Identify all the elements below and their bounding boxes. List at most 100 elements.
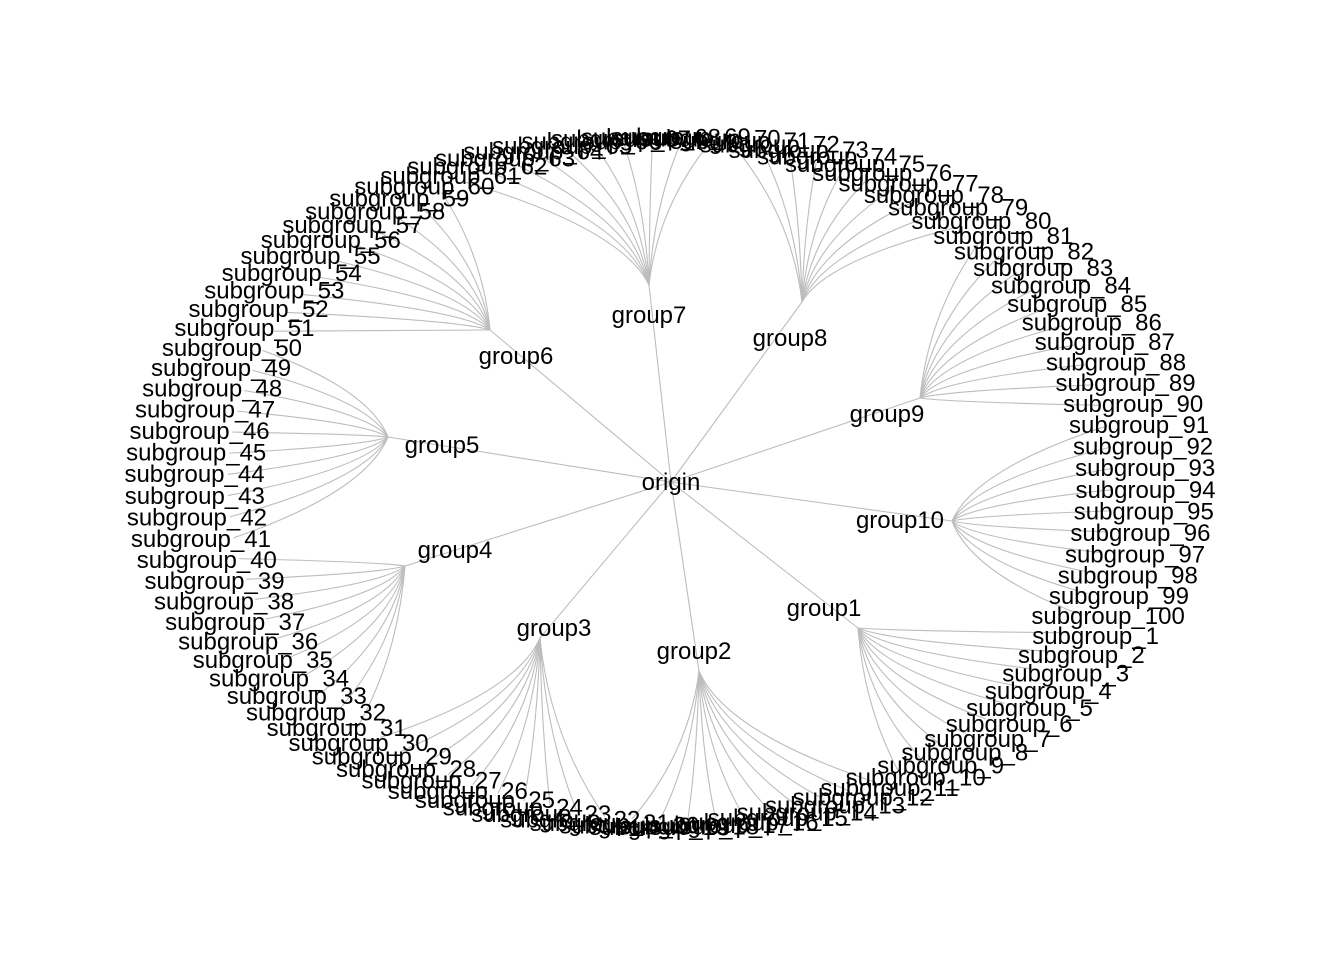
group-to-leaf-edge — [857, 627, 1005, 704]
group-to-leaf-edge — [789, 156, 803, 303]
group-to-leaf-edge — [687, 670, 700, 820]
group-to-leaf-edge — [340, 565, 406, 709]
root-to-group-edge — [404, 481, 672, 567]
edge-layer — [227, 143, 1113, 821]
leaf-node-label: subgroup_66 — [521, 129, 661, 156]
leaf-node-label: subgroup_62 — [407, 154, 547, 181]
leaf-node-label: subgroup_67 — [551, 126, 691, 153]
group-node-label: group6 — [479, 343, 554, 370]
leaf-node-label: subgroup_89 — [1055, 370, 1195, 397]
leaf-node-label: subgroup_63 — [435, 145, 575, 172]
leaf-node-label: subgroup_51 — [174, 315, 314, 342]
leaf-node-label: subgroup_68 — [581, 124, 721, 151]
group-to-leaf-edge — [698, 670, 850, 792]
group-to-leaf-edge — [274, 329, 491, 332]
leaf-node-label: subgroup_30 — [289, 730, 429, 757]
leaf-node-label: subgroup_11 — [820, 775, 958, 802]
leaf-node-label: subgroup_40 — [137, 547, 277, 574]
group-to-leaf-edge — [497, 637, 541, 794]
group-to-leaf-edge — [698, 670, 717, 819]
group-node-label: group10 — [856, 507, 944, 534]
group-to-leaf-edge — [237, 410, 389, 438]
leaf-node-label: subgroup_31 — [267, 715, 407, 742]
leaf-node-label: subgroup_90 — [1063, 391, 1203, 418]
leaf-node-label: subgroup_73 — [729, 137, 869, 164]
group-to-leaf-edge — [801, 179, 868, 303]
label-layer: subgroup_1subgroup_2subgroup_3subgroup_4… — [124, 124, 1215, 841]
group-to-leaf-edge — [857, 627, 966, 735]
leaf-node-label: subgroup_25 — [415, 787, 555, 814]
leaf-node-label: subgroup_36 — [178, 628, 318, 655]
group-to-leaf-edge — [229, 436, 389, 518]
leaf-node-label: subgroup_50 — [162, 335, 302, 362]
leaf-node-label: subgroup_85 — [1007, 291, 1147, 318]
group-to-leaf-edge — [919, 240, 981, 399]
group-to-leaf-edge — [306, 565, 406, 675]
group-to-leaf-edge — [539, 637, 606, 817]
leaf-node-label: subgroup_76 — [812, 160, 952, 187]
leaf-node-label: subgroup_4 — [985, 678, 1112, 705]
group-to-leaf-edge — [951, 520, 1108, 533]
leaf-node-label: subgroup_88 — [1046, 349, 1186, 376]
group-to-leaf-edge — [229, 436, 389, 454]
group-node-label: group5 — [405, 432, 480, 459]
leaf-node-label: subgroup_20 — [559, 813, 699, 840]
leaf-node-label: subgroup_15 — [708, 805, 848, 832]
group-node-label: group7 — [612, 302, 687, 329]
group-to-leaf-edge — [951, 510, 1111, 522]
leaf-node-label: subgroup_47 — [135, 397, 275, 424]
group-to-leaf-edge — [648, 143, 681, 286]
group-to-leaf-edge — [472, 637, 541, 785]
group-to-leaf-edge — [516, 164, 650, 286]
group-to-leaf-edge — [698, 670, 798, 807]
group-to-leaf-edge — [490, 172, 650, 286]
leaf-node-label: subgroup_70 — [641, 125, 781, 152]
group-to-leaf-edge — [951, 425, 1107, 522]
leaf-node-label: subgroup_72 — [700, 132, 840, 159]
leaf-node-label: subgroup_16 — [678, 809, 818, 836]
group-to-leaf-edge — [239, 558, 406, 567]
leaf-node-label: subgroup_80 — [911, 208, 1051, 235]
leaf-node-label: subgroup_37 — [165, 609, 305, 636]
leaf-node-label: subgroup_78 — [864, 182, 1004, 209]
root-to-group-edge — [539, 481, 672, 639]
group-to-leaf-edge — [380, 637, 541, 739]
leaf-node-label: subgroup_54 — [222, 260, 362, 287]
leaf-node-label: subgroup_28 — [336, 756, 476, 783]
group-to-leaf-edge — [417, 203, 491, 331]
leaf-node-label: subgroup_59 — [329, 185, 469, 212]
leaf-node-label: subgroup_12 — [793, 784, 933, 811]
leaf-node-label: subgroup_10 — [846, 764, 986, 791]
leaf-node-label: subgroup_2 — [1018, 642, 1145, 669]
root-to-group-edge — [648, 284, 672, 483]
group-to-leaf-edge — [857, 627, 945, 748]
root-to-group-edge — [670, 301, 803, 483]
group-to-leaf-edge — [244, 389, 389, 438]
leaf-node-label: subgroup_5 — [966, 695, 1093, 722]
leaf-node-label: subgroup_14 — [737, 799, 877, 826]
group-to-leaf-edge — [919, 325, 1063, 399]
group-node-label: group4 — [418, 537, 493, 564]
leaf-node-label: subgroup_94 — [1075, 477, 1215, 504]
group-to-leaf-edge — [951, 467, 1113, 522]
leaf-node-label: subgroup_8 — [901, 740, 1028, 767]
leaf-node-label: subgroup_41 — [131, 526, 271, 553]
leaf-node-label: subgroup_44 — [124, 461, 264, 488]
leaf-node-label: subgroup_77 — [838, 171, 978, 198]
leaf-node-label: subgroup_21 — [530, 810, 670, 837]
group-to-leaf-edge — [290, 565, 406, 658]
group-to-leaf-edge — [951, 520, 1088, 595]
root-to-group-edge — [670, 481, 859, 629]
group-to-leaf-edge — [698, 670, 875, 783]
group-to-leaf-edge — [465, 181, 650, 286]
group-to-leaf-edge — [301, 293, 491, 331]
leaf-node-label: subgroup_53 — [204, 278, 344, 305]
leaf-node-label: subgroup_26 — [388, 778, 528, 805]
group-to-leaf-edge — [919, 397, 1101, 406]
leaf-node-label: subgroup_46 — [130, 418, 270, 445]
group-to-leaf-edge — [354, 244, 491, 331]
group-to-leaf-edge — [424, 637, 541, 764]
group-to-leaf-edge — [857, 627, 899, 772]
